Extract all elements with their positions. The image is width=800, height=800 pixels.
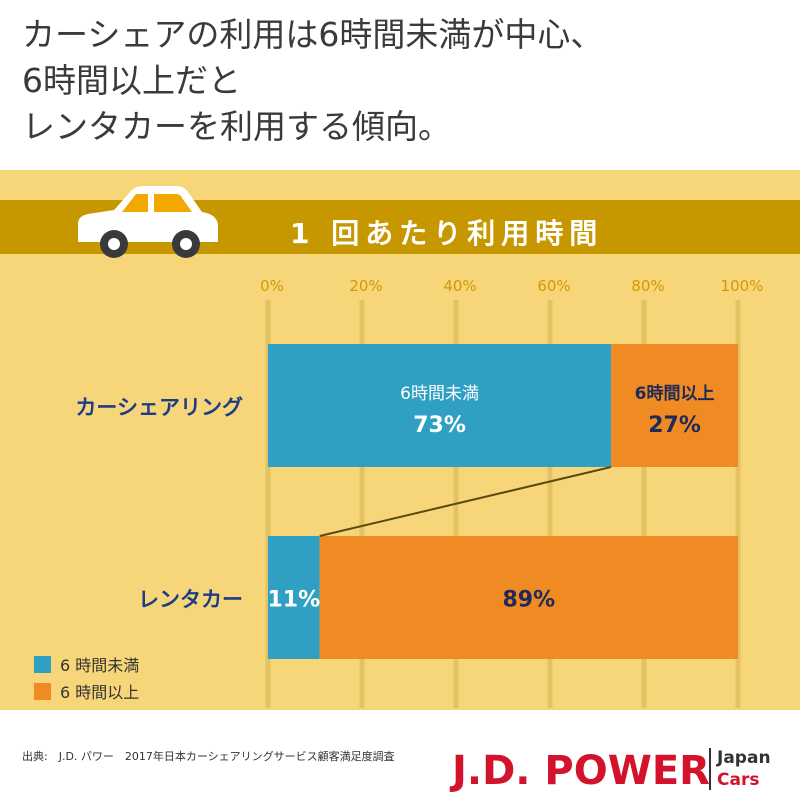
chart-title: 1 回あたり利用時間 (290, 217, 604, 250)
chart-banner: 1 回あたり利用時間 (0, 186, 800, 258)
bar-name-label-0-1: 6時間以上 (635, 383, 715, 404)
x-tick-label-4: 80% (631, 277, 664, 295)
bar-value-label-1-1: 89% (503, 588, 556, 613)
bar-value-label-1-0: 11% (268, 588, 321, 613)
bar-0-0 (268, 344, 612, 467)
logo-sub-cars: Cars (717, 770, 760, 790)
bar-1-1 (319, 536, 738, 659)
logo-divider (709, 748, 711, 790)
category-label-1: レンタカー (138, 588, 243, 612)
logo-sub-japan: Japan (717, 748, 771, 768)
x-tick-label-5: 100% (721, 277, 764, 295)
headline-line-1: カーシェアの利用は6時間未満が中心、 (22, 15, 604, 54)
legend-swatch-0 (34, 656, 51, 673)
connector-line (319, 466, 612, 537)
jdpower-logo: J.D. POWER (452, 748, 710, 794)
headline-line-2: 6時間以上だと (22, 61, 241, 100)
category-label-0: カーシェアリング (75, 396, 243, 420)
car-icon (78, 186, 218, 258)
bar-value-label-0-1: 27% (648, 413, 701, 438)
headline: カーシェアの利用は6時間未満が中心、 6時間以上だと レンタカーを利用する傾向。 (22, 12, 782, 150)
x-tick-label-1: 20% (349, 277, 382, 295)
x-tick-label-3: 60% (537, 277, 570, 295)
bar-0-1 (611, 344, 738, 467)
headline-line-3: レンタカーを利用する傾向。 (22, 107, 451, 146)
legend-swatch-1 (34, 683, 51, 700)
legend-label-1: 6 時間以上 (60, 683, 139, 702)
bar-name-label-0-0: 6時間未満 (400, 384, 479, 404)
x-tick-label-2: 40% (443, 277, 476, 295)
source-note: 出典: J.D. パワー 2017年日本カーシェアリングサービス顧客満足度調査 (22, 750, 395, 763)
x-tick-label-0: 0% (260, 277, 284, 295)
bar-value-label-0-0: 73% (413, 413, 466, 438)
bar-1-0 (268, 536, 320, 659)
legend-label-0: 6 時間未満 (60, 656, 139, 675)
